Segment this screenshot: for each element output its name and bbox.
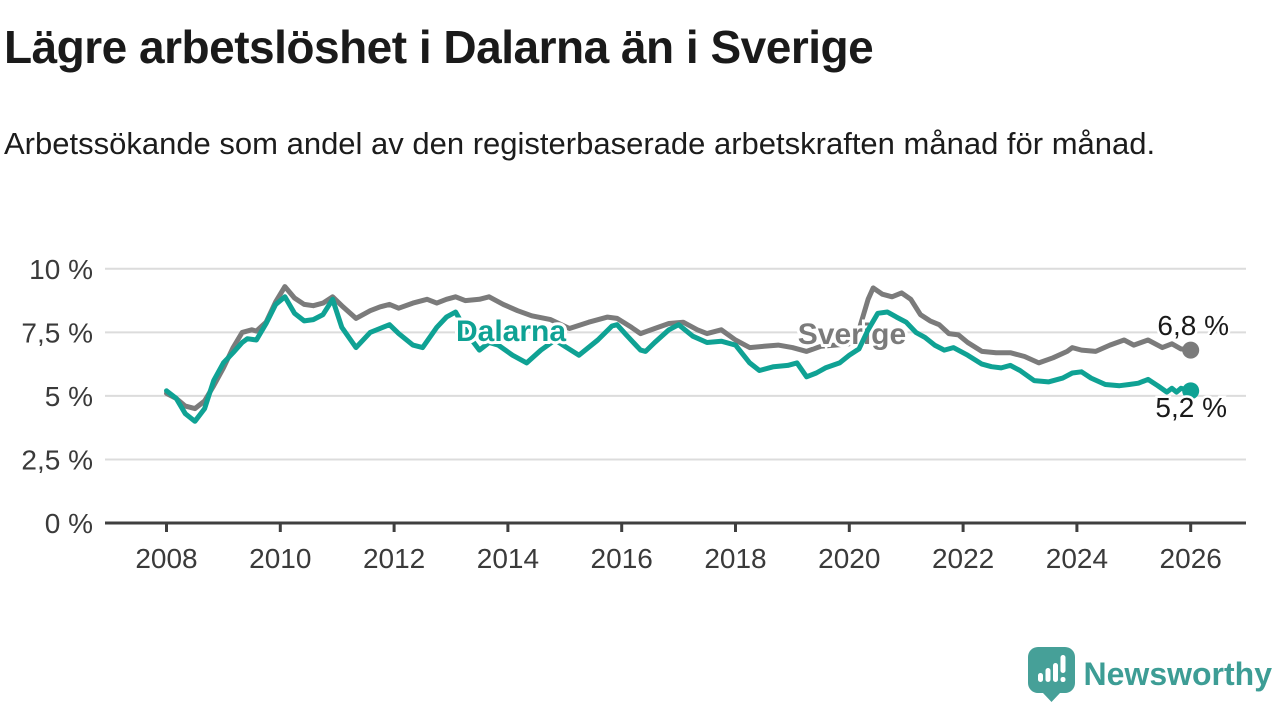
series-end-value-sverige: 6,8 % — [1157, 310, 1229, 341]
series-label-dalarna: Dalarna — [456, 315, 566, 348]
newsworthy-brand: Newsworthy — [1027, 647, 1272, 702]
y-tick-label: 0 % — [45, 508, 93, 539]
series-end-dot-dalarna — [1182, 382, 1200, 400]
series-end-value-dalarna: 5,2 % — [1155, 392, 1227, 423]
series-line-sverige — [164, 284, 1194, 412]
x-tick-label: 2022 — [932, 543, 994, 574]
y-tick-label: 10 % — [29, 254, 93, 285]
x-tick-label: 2008 — [135, 543, 197, 574]
x-tick-label: 2020 — [818, 543, 880, 574]
newsworthy-logo-icon — [1027, 647, 1075, 702]
x-tick-label: 2016 — [591, 543, 653, 574]
series-line-dalarna — [164, 294, 1194, 424]
x-tick-label: 2026 — [1160, 543, 1222, 574]
y-tick-label: 2,5 % — [21, 444, 93, 475]
x-tick-label: 2014 — [477, 543, 539, 574]
series-label-sverige: Sverige — [798, 318, 906, 351]
y-tick-label: 7,5 % — [21, 317, 93, 348]
y-tick-label: 5 % — [45, 381, 93, 412]
chart-title: Lägre arbetslöshet i Dalarna än i Sverig… — [4, 21, 874, 73]
x-tick-label: 2024 — [1046, 543, 1108, 574]
series-end-dot-sverige — [1182, 341, 1200, 359]
x-tick-label: 2010 — [249, 543, 311, 574]
x-tick-label: 2018 — [704, 543, 766, 574]
x-tick-label: 2012 — [363, 543, 425, 574]
chart-subtitle: Arbetssökande som andel av den registerb… — [4, 126, 1156, 161]
newsworthy-logo-text: Newsworthy — [1083, 656, 1272, 692]
